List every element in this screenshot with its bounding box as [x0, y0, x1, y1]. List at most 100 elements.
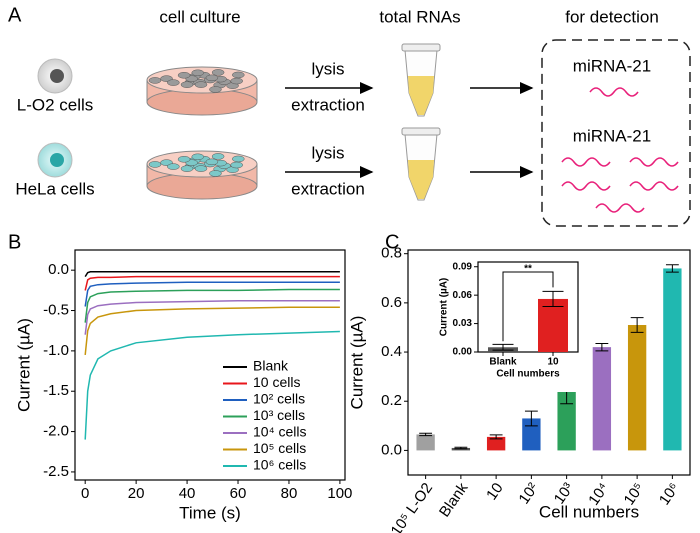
bar: [592, 347, 612, 451]
error-bar: [492, 343, 514, 351]
panel-label: B: [8, 231, 21, 253]
bar: [627, 325, 647, 451]
series-line: [84, 275, 340, 291]
x-axis-label: Cell numbers: [496, 369, 560, 380]
legend-label: 10³ cells: [253, 407, 305, 423]
axes-frame: [74, 249, 346, 481]
x-tick-label: 0: [81, 485, 89, 502]
x-tick-label: Blank: [436, 479, 472, 520]
dish-cell: [148, 77, 162, 84]
legend-label: 10 cells: [253, 374, 300, 390]
x-tick-label: 80: [281, 485, 298, 502]
dish-cell: [194, 165, 208, 172]
cells-label: HeLa cells: [15, 179, 94, 198]
series-line: [84, 300, 340, 335]
x-tick-label: 10⁵ L-O2: [388, 480, 437, 533]
dish-cell: [205, 74, 219, 82]
dish-cell: [211, 153, 225, 160]
series-line: [84, 288, 340, 323]
error-bar: [489, 434, 503, 440]
mirna-strand: [629, 181, 679, 191]
error-bar: [630, 317, 644, 333]
error-bar: [419, 432, 433, 437]
error-bar: [524, 410, 538, 427]
x-tick-label: 40: [179, 485, 196, 502]
nucleus: [50, 69, 64, 83]
dish-cell: [167, 79, 180, 86]
y-tick-label: -2.5: [43, 463, 69, 480]
dish-cell: [177, 156, 191, 163]
y-tick-label: 0.8: [381, 245, 402, 262]
y-tick-label: -2.0: [43, 423, 69, 440]
y-tick-label: 0.00: [453, 347, 473, 358]
y-axis-label: Current (µA): [347, 316, 366, 410]
series-line: [84, 306, 340, 355]
bar: [557, 391, 576, 451]
error-bar: [454, 446, 468, 450]
error-bar: [665, 264, 679, 273]
x-tick-label: 10: [547, 357, 559, 368]
panel-label: C: [385, 231, 399, 253]
y-tick-label: 0.09: [453, 261, 473, 272]
bar: [663, 268, 682, 451]
tube-liquid: [408, 76, 434, 115]
dish-cell: [167, 163, 180, 170]
y-tick-label: -0.5: [43, 301, 69, 318]
nucleus: [50, 153, 64, 167]
step-title: cell culture: [159, 7, 240, 26]
x-tick-label: 60: [230, 485, 247, 502]
y-tick-label: -1.5: [43, 382, 69, 399]
target-label: miRNA-21: [573, 126, 651, 145]
target-label: miRNA-21: [573, 56, 651, 75]
dish-cell: [211, 69, 225, 76]
workflow-row: HeLa cells lysis extraction miRNA-21: [15, 126, 679, 213]
panel-label: A: [8, 4, 22, 26]
significance-label: **: [524, 264, 532, 275]
bar: [538, 298, 568, 352]
dish-cell: [194, 81, 208, 88]
series-line: [84, 271, 340, 277]
dish-cell: [180, 165, 194, 172]
bar: [522, 418, 541, 451]
mirna-strand: [561, 181, 611, 191]
bar: [416, 434, 435, 451]
dish-cell: [230, 161, 243, 169]
y-axis-label: Current (µA): [439, 278, 450, 337]
arrow-label: extraction: [291, 179, 365, 198]
bar: [486, 436, 506, 451]
tube-cap: [401, 127, 441, 136]
y-tick-label: 0.03: [453, 318, 473, 329]
significance-bracket: [502, 271, 554, 342]
error-bar: [595, 342, 609, 352]
y-tick-label: 0.6: [381, 294, 402, 311]
legend-label: 10⁴ cells: [253, 424, 306, 440]
dish-cell: [205, 158, 219, 166]
arrow-label: lysis: [311, 143, 344, 162]
dish-cell: [191, 69, 205, 77]
dish-cell: [209, 170, 222, 177]
legend-label: 10⁶ cells: [253, 457, 306, 473]
y-tick-label: 0.4: [381, 343, 402, 360]
dish-cell: [232, 155, 245, 163]
dish-cell: [180, 81, 194, 88]
legend-label: 10⁵ cells: [253, 440, 306, 456]
dish-cell: [191, 153, 205, 161]
x-axis-label: Cell numbers: [539, 502, 639, 521]
y-tick-label: 0.0: [48, 261, 69, 278]
step-title: for detection: [565, 7, 659, 26]
mirna-strand: [629, 157, 679, 167]
legend-label: 10² cells: [253, 391, 305, 407]
step-title: total RNAs: [379, 7, 460, 26]
x-tick-label: 10⁶: [656, 480, 683, 508]
dish-cell: [232, 71, 245, 79]
mirna-strand: [595, 203, 645, 213]
y-tick-label: 0.2: [381, 392, 402, 409]
x-tick-label: 10: [483, 480, 506, 503]
series-line: [84, 330, 340, 440]
dish-cell: [148, 161, 162, 168]
tube-cap: [401, 43, 441, 52]
y-tick-label: 0.06: [453, 290, 473, 301]
axes-frame: [407, 249, 691, 476]
series-line: [84, 281, 340, 307]
